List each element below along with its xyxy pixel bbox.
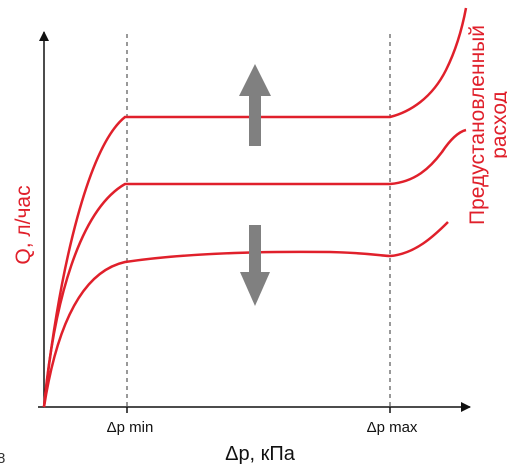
preset-flow-annotation-line2: расход	[488, 91, 507, 159]
y-axis-title: Q, л/час	[12, 185, 35, 264]
preset-flow-annotation-line1: Предустановленный	[466, 25, 489, 225]
tick-dp-max-label: Δp max	[367, 419, 418, 436]
tick-dp-min-label: Δp min	[107, 419, 154, 436]
curve-middle	[42, 128, 467, 408]
corner-mark: 8	[0, 450, 5, 466]
down-arrow-icon	[240, 225, 270, 306]
curve-upper	[42, 7, 468, 408]
x-axis-title: Δp, кПа	[225, 443, 296, 465]
curve-lower	[42, 221, 449, 408]
up-arrow-icon	[239, 64, 271, 146]
